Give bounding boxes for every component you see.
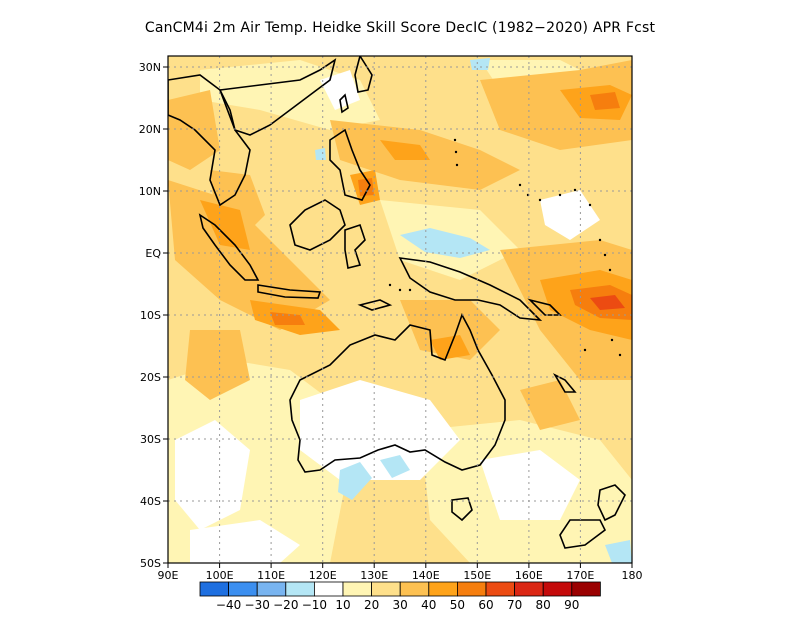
colorbar-swatch [542, 581, 573, 597]
y-tick-labels: 30N 20N 10N EQ 10S 20S 30S 40S 50S [139, 61, 162, 570]
colorbar-label: 80 [536, 598, 551, 612]
coast-philippines [329, 128, 371, 201]
x-tick-label: 160E [515, 569, 543, 582]
colorbar-swatch [456, 581, 487, 597]
coast-timor [357, 299, 393, 311]
coast-sumatra [198, 213, 260, 281]
colorbar-label: 70 [507, 598, 522, 612]
colorbar-label: 90 [564, 598, 579, 612]
coast-taiwan [339, 93, 349, 114]
coast-new-zealand-north [597, 484, 626, 522]
coast-new-guinea [398, 257, 543, 322]
colorbar-swatch [514, 581, 544, 597]
x-tick-label: 110E [257, 569, 285, 582]
y-tick-label: EQ [145, 247, 161, 260]
x-tick-label: 150E [463, 569, 491, 582]
y-tick-label: 10N [139, 185, 161, 198]
coast-china [218, 58, 337, 136]
x-tick-label: 180 [622, 569, 643, 582]
y-tick-label: 10S [140, 309, 161, 322]
colorbar-swatch [428, 581, 458, 597]
colorbar-swatch [313, 581, 344, 597]
colorbar-label: 30 [393, 598, 408, 612]
y-tick-label: 30N [139, 61, 161, 74]
x-tick-label: 90E [158, 569, 179, 582]
colorbar-label: −20 [273, 598, 298, 612]
y-tick-label: 50S [140, 557, 161, 570]
colorbar-swatch [571, 581, 601, 597]
x-tick-label: 170E [566, 569, 594, 582]
gridlines [168, 56, 632, 563]
colorbar: −40 −30 −20 −10 10 20 30 40 50 60 70 80 90 [199, 581, 601, 612]
colorbar-label: 50 [450, 598, 465, 612]
coast-java [257, 284, 322, 299]
x-tick-label: 120E [309, 569, 337, 582]
x-tick-label: 130E [360, 569, 388, 582]
colorbar-swatch [285, 581, 315, 597]
coast-borneo [289, 199, 346, 251]
map-title: CanCM4i 2m Air Temp. Heidke Skill Score … [144, 20, 656, 36]
skill-field [168, 56, 632, 563]
colorbar-label: 20 [364, 598, 379, 612]
x-tick-label: 100E [206, 569, 234, 582]
map-frame [167, 55, 633, 564]
negative-skill-areas [315, 58, 632, 563]
coast-tasmania [451, 497, 473, 522]
colorbar-label: 10 [335, 598, 350, 612]
colorbar-label: −30 [245, 598, 270, 612]
colorbar-label: 40 [421, 598, 436, 612]
coast-australia [289, 313, 506, 473]
coast-new-caledonia [552, 373, 577, 393]
colorbar-swatch [371, 581, 401, 597]
y-tick-label: 30S [140, 433, 161, 446]
coast-korea-japan [354, 56, 373, 93]
colorbar-label: −40 [216, 598, 241, 612]
no-skill-areas [175, 70, 600, 563]
colorbar-swatch [228, 581, 258, 597]
coast-new-zealand-south [559, 519, 607, 549]
tick-marks [163, 66, 633, 568]
x-tick-labels: 90E 100E 110E 120E 130E 140E 150E 160E 1… [158, 569, 643, 582]
y-tick-label: 20N [139, 123, 161, 136]
colorbar-swatch [199, 581, 230, 597]
peak-skill-areas [590, 295, 625, 310]
colorbar-swatch [256, 581, 287, 597]
colorbar-label: −10 [302, 598, 327, 612]
y-tick-label: 40S [140, 495, 161, 508]
colorbar-swatch [485, 581, 516, 597]
colorbar-swatch [342, 581, 373, 597]
x-tick-label: 140E [412, 569, 440, 582]
colorbar-label: 60 [478, 598, 493, 612]
colorbar-swatch [399, 581, 430, 597]
y-tick-label: 20S [140, 371, 161, 384]
island-dots [388, 138, 622, 357]
coast-sulawesi [344, 223, 366, 269]
